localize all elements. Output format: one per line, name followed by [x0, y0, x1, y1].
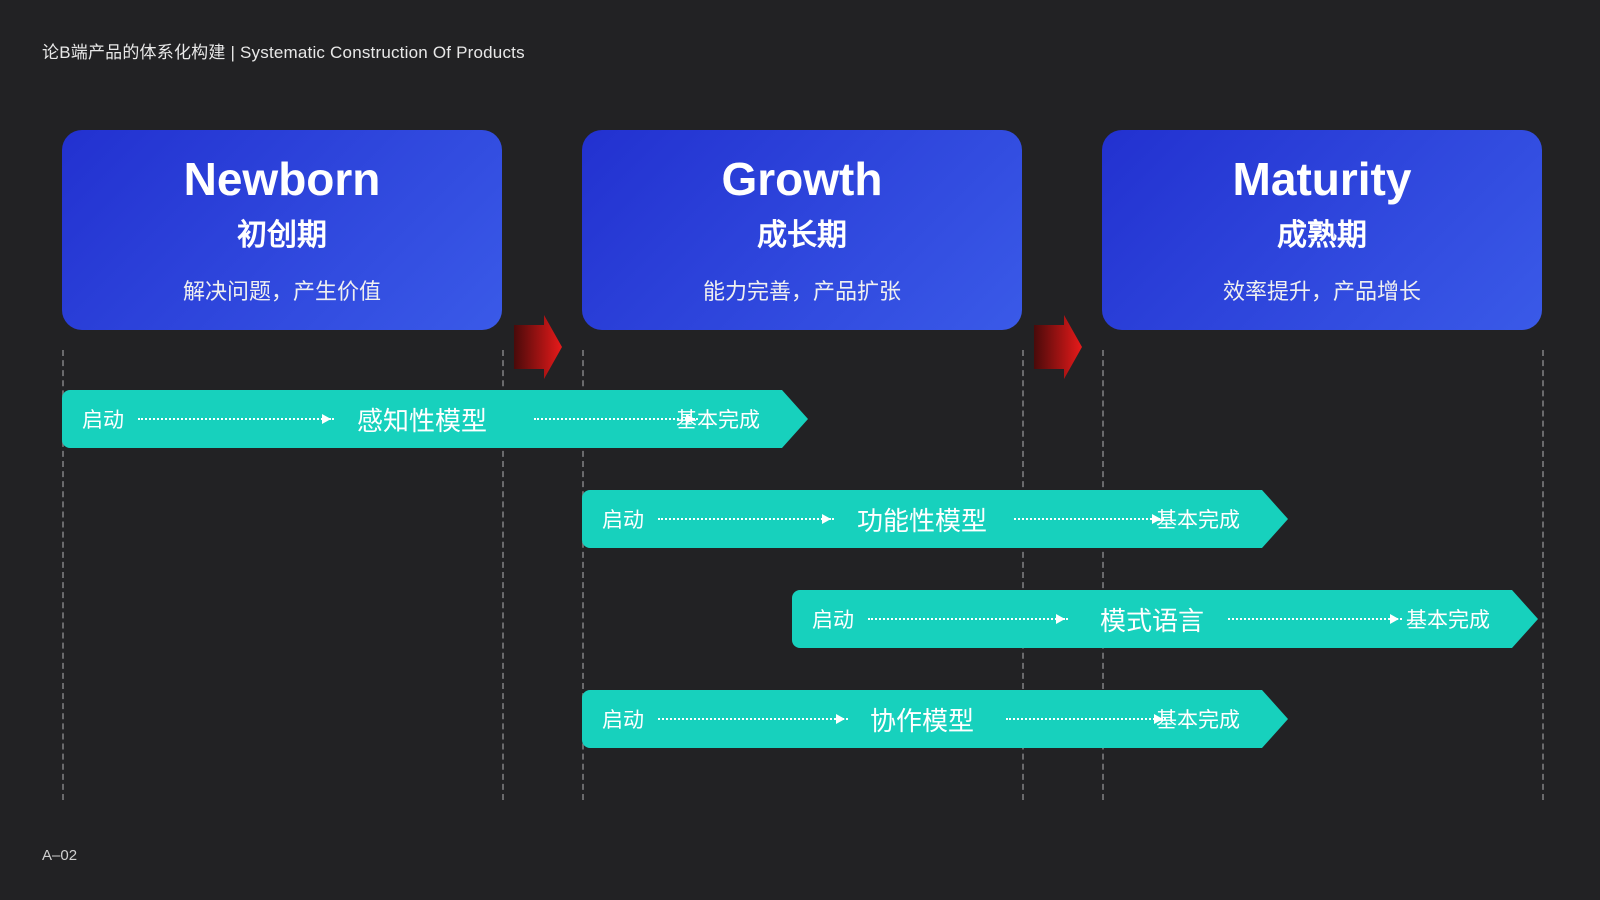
- timeline-bar: 启动 协作模型 基本完成: [582, 690, 1262, 748]
- bar-mid-label: 功能性模型: [857, 501, 987, 538]
- dotted-arrow-icon: [138, 418, 334, 420]
- stage-title-zh: 成熟期: [1102, 210, 1542, 254]
- bar-mid-label: 模式语言: [1100, 601, 1204, 638]
- stage-desc: 能力完善，产品扩张: [582, 274, 1022, 306]
- timeline-area: 启动感知性模型基本完成启动功能性模型基本完成启动模式语言基本完成启动协作模型基本…: [0, 350, 1600, 810]
- dotted-arrow-icon: [658, 518, 834, 520]
- stage-maturity: Maturity 成熟期 效率提升，产品增长: [1102, 130, 1542, 330]
- bar-end-label: 基本完成: [1406, 604, 1490, 634]
- stages-row: Newborn 初创期 解决问题，产生价值 Growth 成长期 能力完善，产品…: [0, 130, 1600, 330]
- dotted-arrow-icon: [1014, 518, 1164, 520]
- bar-start-label: 启动: [82, 404, 124, 434]
- bar-chevron-tip: [1512, 590, 1538, 648]
- stage-title-en: Newborn: [62, 154, 502, 205]
- stage-newborn: Newborn 初创期 解决问题，产生价值: [62, 130, 502, 330]
- timeline-bar: 启动 感知性模型 基本完成: [62, 390, 782, 448]
- stage-title-zh: 成长期: [582, 210, 1022, 254]
- bar-mid-label: 感知性模型: [357, 401, 487, 438]
- bar-mid-label: 协作模型: [870, 701, 974, 738]
- dotted-arrow-icon: [868, 618, 1068, 620]
- page-header: 论B端产品的体系化构建 | Systematic Construction Of…: [42, 38, 525, 63]
- bar-start-label: 启动: [812, 604, 854, 634]
- bar-chevron-tip: [1262, 490, 1288, 548]
- dotted-arrow-icon: [1006, 718, 1166, 720]
- dotted-arrow-icon: [1228, 618, 1402, 620]
- dotted-arrow-icon: [534, 418, 698, 420]
- timeline-bar: 启动 功能性模型 基本完成: [582, 490, 1262, 548]
- bar-end-label: 基本完成: [1156, 504, 1240, 534]
- stage-title-zh: 初创期: [62, 210, 502, 254]
- stage-desc: 效率提升，产品增长: [1102, 274, 1542, 306]
- page-number: A–02: [42, 847, 77, 864]
- bar-chevron-tip: [782, 390, 808, 448]
- timeline-guide-line: [1542, 350, 1544, 800]
- dotted-arrow-icon: [658, 718, 848, 720]
- stage-growth: Growth 成长期 能力完善，产品扩张: [582, 130, 1022, 330]
- bar-chevron-tip: [1262, 690, 1288, 748]
- bar-end-label: 基本完成: [676, 404, 760, 434]
- timeline-bar: 启动 模式语言 基本完成: [792, 590, 1512, 648]
- stage-title-en: Maturity: [1102, 154, 1542, 205]
- bar-start-label: 启动: [602, 504, 644, 534]
- bar-start-label: 启动: [602, 704, 644, 734]
- bar-end-label: 基本完成: [1156, 704, 1240, 734]
- stage-desc: 解决问题，产生价值: [62, 274, 502, 306]
- stage-title-en: Growth: [582, 154, 1022, 205]
